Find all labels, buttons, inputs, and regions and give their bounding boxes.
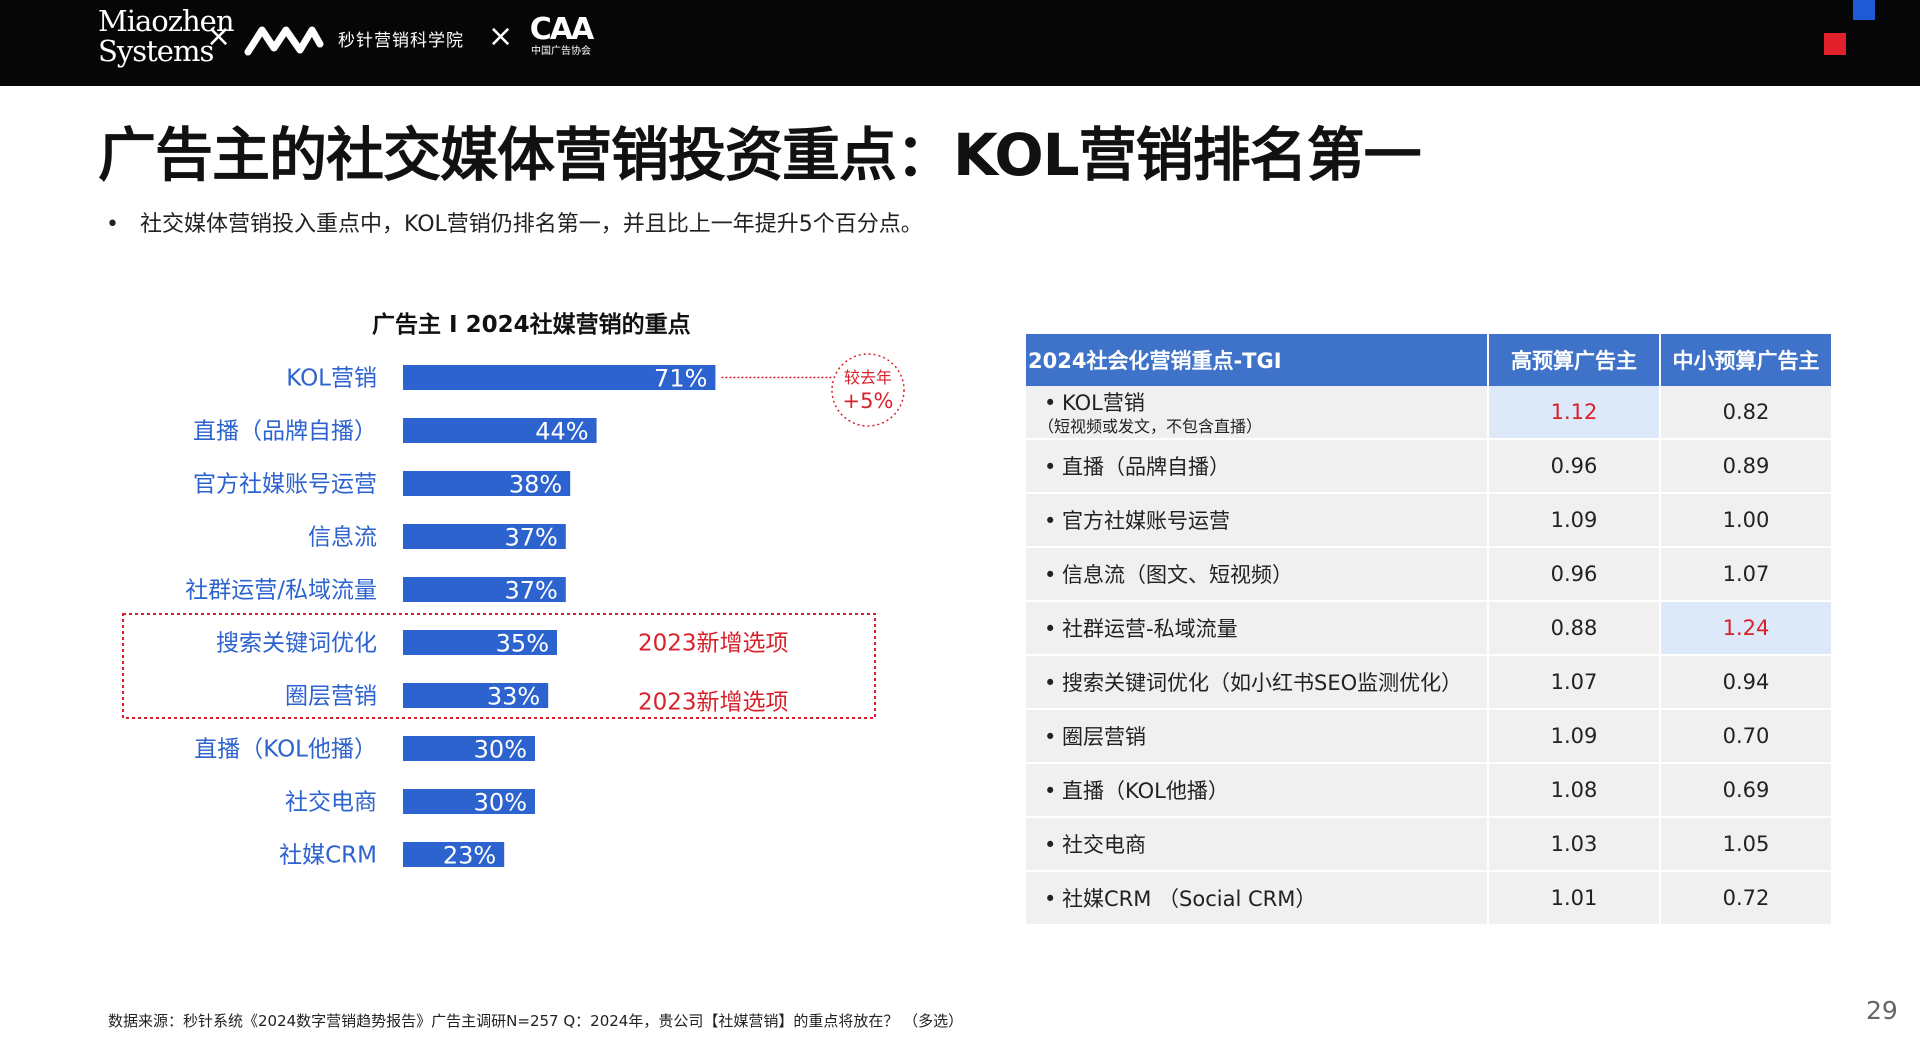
bar	[403, 524, 566, 549]
row-label: 社媒CRM （Social CRM）	[1062, 887, 1317, 911]
table-header-item: 2024社会化营销重点-TGI	[1026, 334, 1489, 386]
annotation-circle	[831, 353, 905, 427]
bar-category-label: 圈层营销	[285, 684, 377, 710]
bar-category-label: 社媒CRM	[279, 843, 377, 869]
tgi-low-value: 0.72	[1659, 871, 1831, 926]
table-row: • KOL营销 （短视频或发文，不包含直播） 1.12 0.82	[1026, 386, 1831, 440]
table-row: • 圈层营销 1.09 0.70	[1026, 709, 1831, 764]
tgi-high-value: 1.07	[1487, 655, 1660, 710]
bar	[403, 683, 549, 708]
bar-category-label: 直播（品牌自播）	[193, 419, 377, 445]
table-row: • 搜索关键词优化（如小红书SEO监测优化） 1.07 0.94	[1026, 655, 1831, 710]
bar-value-label: 37%	[504, 577, 557, 605]
bar	[403, 842, 505, 867]
new-option-label: 2023新增选项	[638, 631, 789, 657]
yoy-label: 较去年	[844, 368, 892, 387]
top-bar: Miaozhen Systems × 秒针营销科学院 × CAA 中国广告协会	[0, 0, 1920, 86]
bar-value-label: 23%	[443, 842, 496, 870]
row-label: 圈层营销	[1062, 725, 1146, 749]
bar-category-label: KOL营销	[286, 366, 377, 392]
caa-logo: CAA 中国广告协会	[529, 12, 594, 58]
tgi-low-value: 0.82	[1659, 386, 1831, 440]
tgi-low-value: 1.00	[1659, 493, 1831, 548]
miaozhen-m-logo-icon	[244, 26, 324, 56]
miaozhen-systems-logo: Miaozhen Systems	[98, 4, 235, 68]
bar	[403, 630, 557, 655]
bar-category-label: 官方社媒账号运营	[193, 472, 377, 498]
tgi-table: 2024社会化营销重点-TGI 高预算广告主 中小预算广告主 • KOL营销 （短视…	[1026, 334, 1831, 926]
bar	[403, 577, 566, 602]
tgi-high-value: 1.09	[1487, 709, 1660, 764]
row-label: 社群运营-私域流量	[1062, 617, 1238, 641]
table-row: • 社媒CRM （Social CRM） 1.01 0.72	[1026, 871, 1831, 926]
row-label: 直播（KOL他播）	[1062, 779, 1229, 803]
row-label: 搜索关键词优化（如小红书SEO监测优化）	[1062, 671, 1463, 695]
bar-category-label: 社交电商	[285, 790, 377, 816]
table-row: • 信息流（图文、短视频） 0.96 1.07	[1026, 547, 1831, 602]
corner-decoration-blue	[1853, 0, 1875, 20]
bar-value-label: 44%	[535, 418, 588, 446]
tgi-low-value: 0.94	[1659, 655, 1831, 710]
row-sublabel: （短视频或发文，不包含直播）	[1038, 417, 1263, 436]
separator-icon: ×	[206, 19, 232, 54]
table-header-high-budget: 高预算广告主	[1488, 334, 1661, 386]
row-label: 官方社媒账号运营	[1062, 509, 1230, 533]
bar-category-label: 社群运营/私域流量	[185, 578, 377, 604]
row-label: 信息流（图文、短视频）	[1062, 563, 1293, 587]
table-header-low-budget: 中小预算广告主	[1660, 334, 1831, 386]
bar	[403, 365, 716, 390]
page-title: 广告主的社交媒体营销投资重点：KOL营销排名第一	[98, 121, 1422, 189]
tgi-low-value: 0.69	[1659, 763, 1831, 818]
bar-value-label: 30%	[474, 736, 527, 764]
table-row: • 直播（KOL他播） 1.08 0.69	[1026, 763, 1831, 818]
bar-value-label: 38%	[509, 471, 562, 499]
page-number: 29	[1866, 996, 1898, 1025]
tgi-high-value: 0.88	[1487, 601, 1660, 656]
corner-decoration-red	[1824, 33, 1846, 55]
bar-value-label: 71%	[654, 365, 707, 393]
bar	[403, 471, 571, 496]
tgi-high-value: 1.03	[1487, 817, 1660, 872]
bar-category-label: 直播（KOL他播）	[194, 737, 377, 763]
tgi-high-value: 1.01	[1487, 871, 1660, 926]
bar-value-label: 35%	[496, 630, 549, 658]
row-label: KOL营销	[1062, 391, 1145, 415]
new-option-label: 2023新增选项	[638, 690, 789, 716]
tgi-low-value: 1.24	[1659, 601, 1831, 656]
table-row: • 直播（品牌自播） 0.96 0.89	[1026, 439, 1831, 494]
bar	[403, 736, 535, 761]
tgi-low-value: 1.07	[1659, 547, 1831, 602]
separator-icon: ×	[488, 19, 514, 54]
table-row: • 社交电商 1.03 1.05	[1026, 817, 1831, 872]
tgi-high-value: 1.12	[1487, 386, 1660, 440]
chart-title: 广告主 I 2024社媒营销的重点	[372, 312, 691, 338]
yoy-value: +5%	[843, 389, 894, 413]
source-footnote: 数据来源：秒针系统《2024数字营销趋势报告》广告主调研N=257 Q：2024…	[108, 1012, 964, 1030]
bar	[403, 418, 597, 443]
row-label: 社交电商	[1062, 833, 1146, 857]
tgi-high-value: 0.96	[1487, 547, 1660, 602]
tgi-high-value: 0.96	[1487, 439, 1660, 494]
bar-value-label: 33%	[487, 683, 540, 711]
row-label: 直播（品牌自播）	[1062, 455, 1230, 479]
tgi-high-value: 1.09	[1487, 493, 1660, 548]
bar-chart: KOL营销 71% 直播（品牌自播） 44% 官方社媒账号运营 38% 信息流 37% 社群运营…	[122, 353, 905, 870]
bar	[403, 789, 535, 814]
tgi-low-value: 0.89	[1659, 439, 1831, 494]
tgi-high-value: 1.08	[1487, 763, 1660, 818]
academy-name: 秒针营销科学院	[338, 31, 464, 51]
bar-value-label: 37%	[504, 524, 557, 552]
bar-category-label: 搜索关键词优化	[216, 631, 377, 657]
summary-bullet: • 社交媒体营销投入重点中，KOL营销仍排名第一，并且比上一年提升5个百分点。	[106, 212, 923, 237]
table-row: • 社群运营-私域流量 0.88 1.24	[1026, 601, 1831, 656]
new-options-box	[122, 613, 876, 719]
tgi-low-value: 0.70	[1659, 709, 1831, 764]
table-row: • 官方社媒账号运营 1.09 1.00	[1026, 493, 1831, 548]
bar-value-label: 30%	[474, 789, 527, 817]
tgi-low-value: 1.05	[1659, 817, 1831, 872]
bar-category-label: 信息流	[308, 525, 377, 551]
